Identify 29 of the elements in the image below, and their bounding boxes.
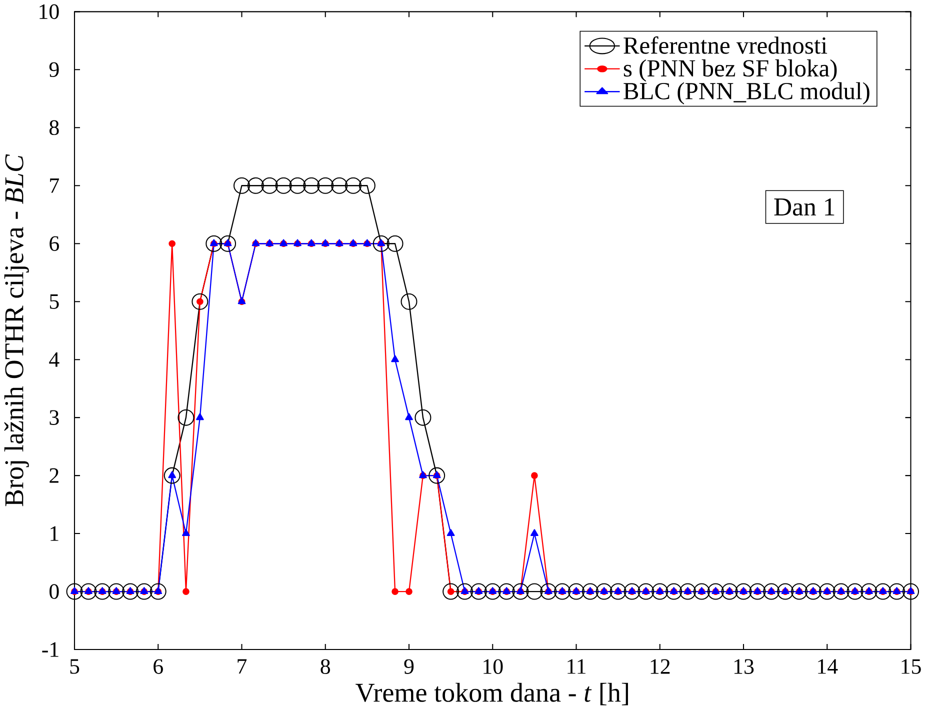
y-tick-label: 2 [50,468,58,484]
x-tick-label: 9 [404,659,414,674]
x-tick-label: 15 [902,659,921,674]
y-tick-label: 10 [40,4,59,20]
legend-label: Referentne vrednosti [624,36,828,54]
x-tick-label: 14 [818,659,838,674]
y-tick-label: 0 [50,584,59,600]
x-tick-label: 11 [568,659,586,674]
legend-label: s (PNN bez SF bloka) [624,60,837,82]
y-tick-label: 4 [49,352,60,368]
y-tick-label: 3 [50,410,59,426]
y-tick-label: -1 [42,642,58,657]
x-tick-label: 7 [238,659,247,674]
legend-label: BLC (PNN_BLC modul) [624,82,870,105]
y-tick-label: 9 [49,62,59,78]
annotation: Dan 1 [774,198,834,216]
x-tick-label: 8 [320,659,330,674]
x-tick-label: 13 [734,659,754,674]
y-tick-label: 8 [50,120,59,136]
x-tick-label: 6 [154,659,163,674]
y-axis-title: Broj lažnih OTHR ciljeva - BLC [4,154,29,506]
x-tick-label: 12 [650,659,670,674]
y-tick-label: 7 [50,178,60,194]
x-tick-label: 10 [484,659,503,674]
y-tick-label: 1 [50,526,58,542]
x-axis-title: Vreme tokom dana - t [h] [356,683,628,706]
x-tick-label: 5 [70,659,80,674]
y-tick-label: 5 [50,294,59,310]
y-tick-label: 6 [50,236,59,252]
